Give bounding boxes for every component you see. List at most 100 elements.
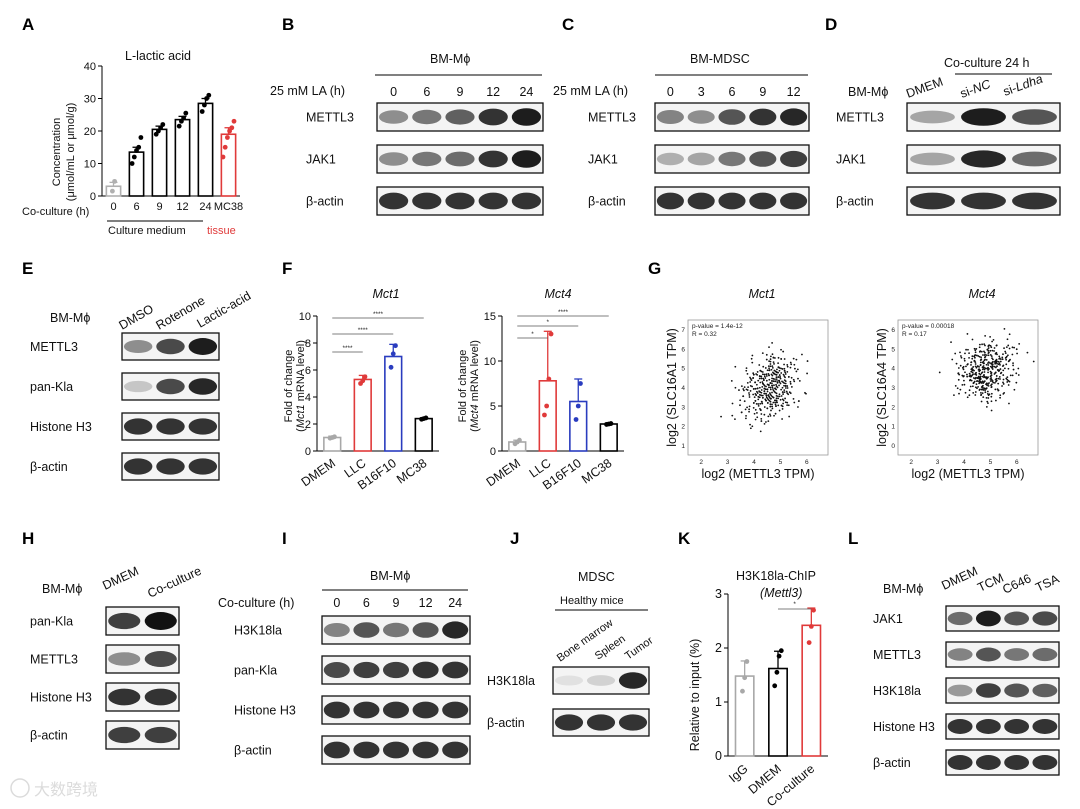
scatter-point bbox=[746, 406, 748, 409]
blot-band bbox=[961, 192, 1006, 210]
scatter-point bbox=[787, 393, 790, 396]
scatter-point bbox=[778, 409, 781, 412]
scatter-point bbox=[984, 391, 987, 394]
blot-label-pan-kla: pan-Kla bbox=[30, 615, 73, 629]
scatter-point bbox=[999, 396, 1001, 399]
scatter-point bbox=[769, 365, 772, 368]
scatter-point bbox=[762, 383, 765, 386]
scatter-point bbox=[985, 405, 988, 408]
scatter-point bbox=[991, 357, 993, 360]
scatter-point bbox=[971, 371, 974, 374]
scatter-point bbox=[763, 422, 766, 425]
panel-d-cell: BM-Mϕ bbox=[848, 85, 888, 99]
watermark-text: 大数跨境 bbox=[34, 780, 98, 799]
scatter-point bbox=[974, 349, 977, 352]
scatter-point bbox=[1005, 355, 1008, 358]
scatter-point bbox=[771, 382, 773, 385]
scatter-point bbox=[1004, 352, 1007, 355]
scatter-point bbox=[786, 365, 789, 368]
scatter-point bbox=[987, 376, 989, 379]
scatter-point bbox=[783, 384, 785, 387]
y-label-2: (Mct4 mRNA level) bbox=[469, 340, 481, 432]
scatter-point bbox=[765, 353, 768, 356]
scatter-point bbox=[760, 391, 763, 394]
blot-band bbox=[353, 622, 380, 638]
blot-label-jak1: JAK1 bbox=[873, 612, 903, 626]
blot-label-pan-kla: pan-Kla bbox=[234, 664, 277, 678]
scatter-point bbox=[760, 375, 763, 378]
blot-band bbox=[780, 108, 808, 126]
lane-label: 24 bbox=[519, 85, 533, 99]
blot-band bbox=[1012, 192, 1057, 210]
scatter-point bbox=[786, 404, 789, 407]
panel-c-label: C bbox=[562, 15, 574, 34]
scatter-point bbox=[766, 383, 769, 386]
scatter-point bbox=[758, 386, 761, 389]
scatter-point bbox=[770, 373, 773, 376]
scatter-point bbox=[756, 416, 759, 419]
blot-label-mettl3: METTL3 bbox=[306, 111, 354, 125]
scatter-point bbox=[783, 363, 785, 366]
scatter-point bbox=[771, 405, 774, 408]
blot-label-actin: β-actin bbox=[588, 195, 626, 209]
panel-l-lane-c646: C646 bbox=[1000, 571, 1033, 596]
blot-band bbox=[478, 150, 508, 168]
scatter-point bbox=[805, 392, 807, 395]
scatter-point bbox=[771, 366, 774, 369]
data-point bbox=[544, 403, 550, 409]
lane-label: 24 bbox=[448, 596, 462, 610]
blot-band bbox=[188, 378, 218, 395]
scatter-point bbox=[775, 383, 777, 386]
scatter-point bbox=[995, 351, 998, 354]
scatter-point bbox=[962, 365, 965, 368]
scatter-point bbox=[983, 387, 986, 390]
panel-f-label: F bbox=[282, 259, 292, 278]
scatter-point bbox=[957, 372, 960, 375]
blot-label-h3k18la: H3K18la bbox=[234, 624, 282, 638]
data-point bbox=[546, 376, 552, 382]
panel-k-title-1: H3K18la-ChIP bbox=[736, 569, 816, 583]
scatter-point bbox=[745, 369, 748, 372]
scatter-point bbox=[746, 372, 749, 375]
blot-band bbox=[412, 151, 442, 167]
scatter-point bbox=[990, 346, 993, 349]
scatter-point bbox=[786, 401, 789, 404]
scatter-point bbox=[961, 383, 964, 386]
lane-label: 12 bbox=[787, 85, 801, 99]
scatter-point bbox=[999, 368, 1002, 370]
scatter-point bbox=[987, 366, 989, 369]
scatter-point bbox=[1007, 367, 1010, 370]
scatter-point bbox=[756, 387, 759, 390]
scatter-point bbox=[748, 394, 751, 396]
scatter-point bbox=[734, 418, 736, 420]
scatter-point bbox=[761, 352, 764, 355]
bar-llc bbox=[538, 379, 557, 452]
data-point bbox=[393, 343, 398, 349]
scatter-point bbox=[1005, 363, 1008, 366]
scatter-point bbox=[760, 394, 763, 397]
blot-band bbox=[749, 108, 777, 126]
bar-b16f10 bbox=[569, 400, 588, 452]
blot-band bbox=[947, 684, 973, 697]
scatter-point bbox=[989, 344, 992, 347]
scatter-point bbox=[767, 372, 770, 375]
scatter-point bbox=[778, 393, 781, 396]
scatter-point bbox=[989, 335, 992, 338]
scatter-point bbox=[979, 375, 982, 378]
scatter-point bbox=[784, 401, 787, 404]
bar-igg bbox=[734, 675, 755, 757]
watermark-logo-icon bbox=[10, 778, 30, 798]
scatter-point bbox=[995, 358, 998, 361]
x-tick-label: DMEM bbox=[299, 456, 338, 489]
scatter-point bbox=[1011, 374, 1014, 377]
scatter-point bbox=[966, 373, 968, 376]
scatter-point bbox=[978, 372, 981, 375]
lane-label: 12 bbox=[419, 596, 433, 610]
blot-band bbox=[1004, 683, 1030, 698]
scatter-point bbox=[769, 360, 772, 363]
scatter-point bbox=[806, 372, 808, 375]
scatter-point bbox=[777, 376, 780, 378]
scatter-point bbox=[954, 384, 957, 387]
blot-label-mettl3: METTL3 bbox=[836, 111, 884, 125]
scatter-point bbox=[1006, 338, 1009, 341]
